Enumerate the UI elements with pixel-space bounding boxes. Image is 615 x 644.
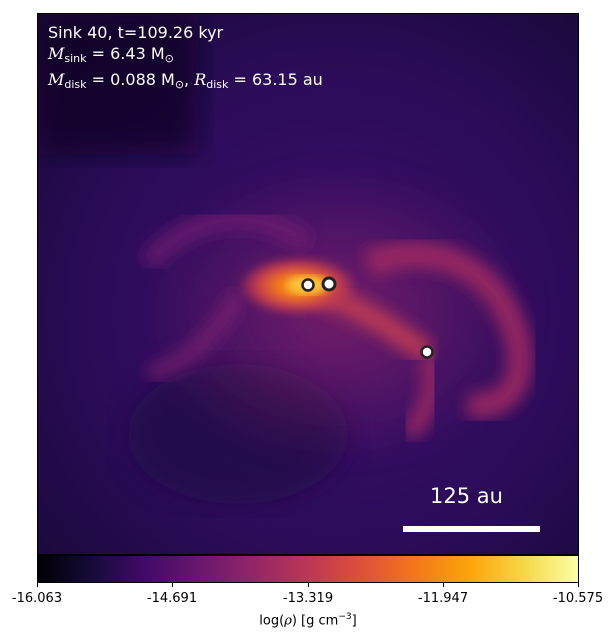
density-map-panel: Sink 40, t=109.26 kyr Msink = 6.43 M⊙ Md… bbox=[37, 13, 579, 555]
sink-marker-3 bbox=[420, 345, 434, 359]
low-density-region bbox=[38, 14, 198, 154]
filament-right-arc bbox=[363, 241, 534, 419]
scale-bar-label: 125 au bbox=[430, 484, 503, 508]
sink-mass-label: Msink = 6.43 M⊙ bbox=[48, 44, 174, 65]
colorbar-tick-label: -11.947 bbox=[417, 591, 469, 606]
filament-lower-left bbox=[145, 289, 247, 383]
sink-info: Sink 40, t=109.26 kyr Msink = 6.43 M⊙ Md… bbox=[48, 22, 323, 95]
density-map bbox=[38, 14, 578, 554]
sink-marker-2 bbox=[321, 276, 337, 292]
envelope-glow bbox=[138, 164, 538, 464]
colorbar-tick-label: -13.319 bbox=[282, 591, 334, 606]
filament-lower bbox=[400, 350, 442, 442]
colorbar-tick-label: -14.691 bbox=[146, 591, 198, 606]
disk-properties-label: Mdisk = 0.088 M⊙, Rdisk = 63.15 au bbox=[48, 70, 323, 91]
colorbar-tick bbox=[308, 583, 309, 587]
sink-time-label: Sink 40, t=109.26 kyr bbox=[48, 23, 224, 42]
colorbar-tick-label: -10.575 bbox=[552, 591, 604, 606]
colorbar-axis-label: log(ρ) [g cm−3] bbox=[259, 612, 357, 629]
colorbar-tick bbox=[443, 583, 444, 587]
scale-bar bbox=[403, 526, 540, 532]
colorbar-tick bbox=[37, 583, 38, 587]
filament-upper-left bbox=[139, 208, 315, 272]
sink-marker-1 bbox=[301, 278, 315, 292]
colorbar-tick-label: -16.063 bbox=[11, 591, 63, 606]
colorbar-tick bbox=[172, 583, 173, 587]
colorbar-tick bbox=[578, 583, 579, 587]
colorbar bbox=[37, 555, 579, 583]
